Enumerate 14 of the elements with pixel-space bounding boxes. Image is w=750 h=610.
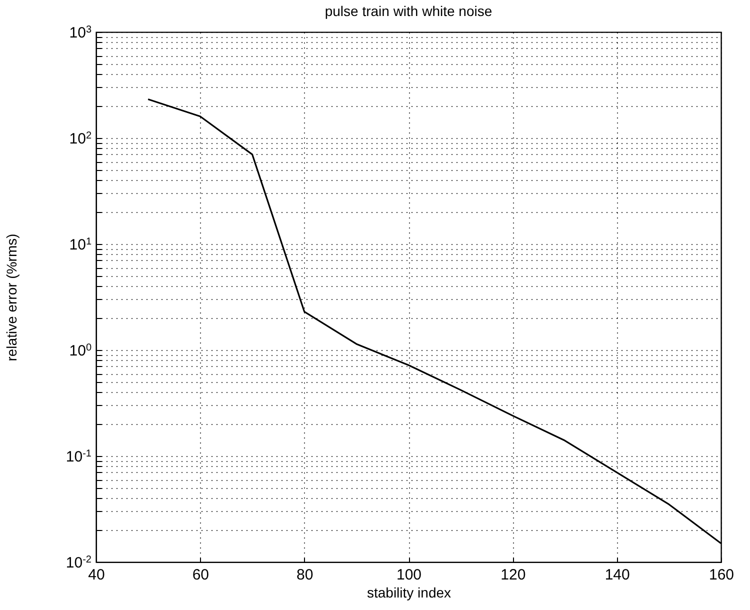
x-tick-label: 100 bbox=[396, 566, 422, 584]
y-tick-label: 10$^{-1}$ bbox=[66, 448, 92, 466]
x-tick-label: 120 bbox=[500, 566, 526, 584]
x-tick-label: 60 bbox=[192, 566, 210, 584]
x-tick-label: 140 bbox=[604, 566, 630, 584]
chart-title: pulse train with white noise bbox=[324, 3, 492, 19]
y-tick-label: 10$^{2}$ bbox=[69, 130, 92, 148]
x-tick-label: 160 bbox=[708, 566, 734, 584]
y-tick-label: 10$^{1}$ bbox=[69, 236, 92, 254]
x-tick-label: 80 bbox=[296, 566, 314, 584]
x-axis-title: stability index bbox=[366, 584, 452, 600]
y-tick-label: 10$^{3}$ bbox=[69, 24, 92, 42]
y-tick-label: 10$^{0}$ bbox=[69, 342, 92, 360]
y-axis-title: relative error (%rms) bbox=[4, 234, 20, 362]
